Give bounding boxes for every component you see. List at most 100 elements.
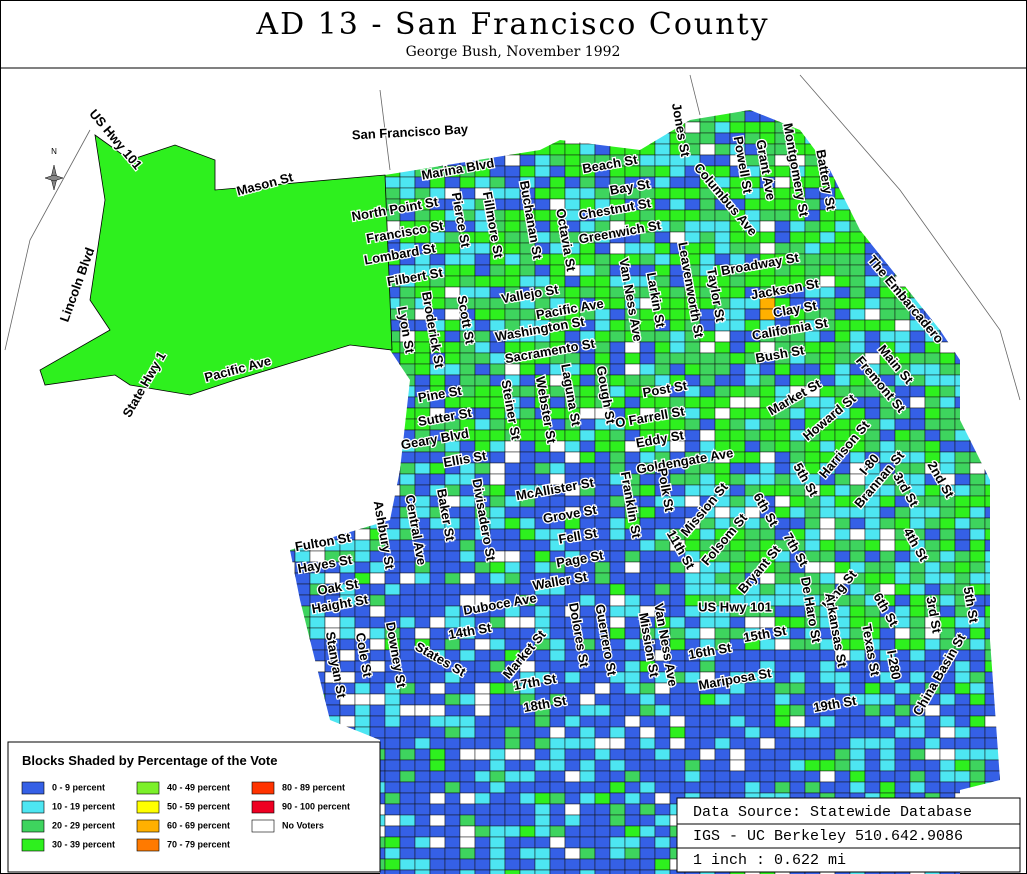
block (654, 572, 671, 585)
block (609, 803, 626, 816)
block (579, 682, 596, 695)
block (444, 275, 461, 288)
block (564, 759, 581, 772)
block (504, 308, 521, 321)
block (759, 231, 776, 244)
block (804, 396, 821, 409)
block (504, 836, 521, 849)
block (564, 803, 581, 816)
block (609, 682, 626, 695)
block (909, 396, 926, 409)
block (909, 759, 926, 772)
block (954, 693, 971, 706)
block (354, 715, 371, 728)
block (909, 638, 926, 651)
block (519, 726, 536, 739)
block (624, 704, 641, 717)
block (579, 781, 596, 794)
block (924, 352, 941, 365)
block (474, 429, 491, 442)
block (924, 429, 941, 442)
block (894, 594, 911, 607)
block (654, 748, 671, 761)
block (729, 352, 746, 365)
block (924, 374, 941, 387)
block (624, 847, 641, 860)
block (804, 220, 821, 233)
block (894, 319, 911, 332)
block (804, 715, 821, 728)
block (639, 682, 656, 695)
block (774, 363, 791, 376)
block (714, 143, 731, 156)
block (549, 748, 566, 761)
block (879, 781, 896, 794)
block (954, 451, 971, 464)
block (669, 583, 686, 596)
block (429, 825, 446, 838)
block (444, 814, 461, 827)
block (684, 176, 701, 189)
block (954, 440, 971, 453)
block (384, 759, 401, 772)
block (429, 726, 446, 739)
block (954, 506, 971, 519)
block (954, 473, 971, 486)
block (909, 660, 926, 673)
block (879, 297, 896, 310)
block (504, 825, 521, 838)
block (714, 627, 731, 640)
block (519, 462, 536, 475)
block (864, 286, 881, 299)
block (534, 836, 551, 849)
block (609, 814, 626, 827)
block (429, 671, 446, 684)
block (429, 803, 446, 816)
block (399, 759, 416, 772)
block (804, 660, 821, 673)
block (639, 352, 656, 365)
block (684, 429, 701, 442)
block (519, 605, 536, 618)
block (879, 517, 896, 530)
block (639, 495, 656, 508)
block (789, 506, 806, 519)
block (909, 748, 926, 761)
block (954, 660, 971, 673)
block (699, 385, 716, 398)
block (864, 572, 881, 585)
block (579, 726, 596, 739)
block (984, 748, 1000, 761)
block (489, 506, 506, 519)
block (759, 462, 776, 475)
block (549, 616, 566, 629)
legend-swatch (21, 819, 45, 833)
block (909, 462, 926, 475)
block (564, 792, 581, 805)
block (549, 781, 566, 794)
block (909, 440, 926, 453)
block (354, 704, 371, 717)
block (819, 253, 836, 266)
block (624, 759, 641, 772)
block (864, 726, 881, 739)
block (504, 561, 521, 574)
legend-swatch (251, 819, 275, 833)
block (429, 748, 446, 761)
block (729, 539, 746, 552)
block (504, 704, 521, 717)
block (879, 627, 896, 640)
block (474, 253, 491, 266)
block (594, 583, 611, 596)
block (684, 715, 701, 728)
block (609, 506, 626, 519)
block (654, 242, 671, 255)
block (879, 495, 896, 508)
block (519, 715, 536, 728)
block (759, 363, 776, 376)
block (789, 220, 806, 233)
block (519, 539, 536, 552)
block (909, 385, 926, 398)
block (369, 594, 386, 607)
block (519, 814, 536, 827)
